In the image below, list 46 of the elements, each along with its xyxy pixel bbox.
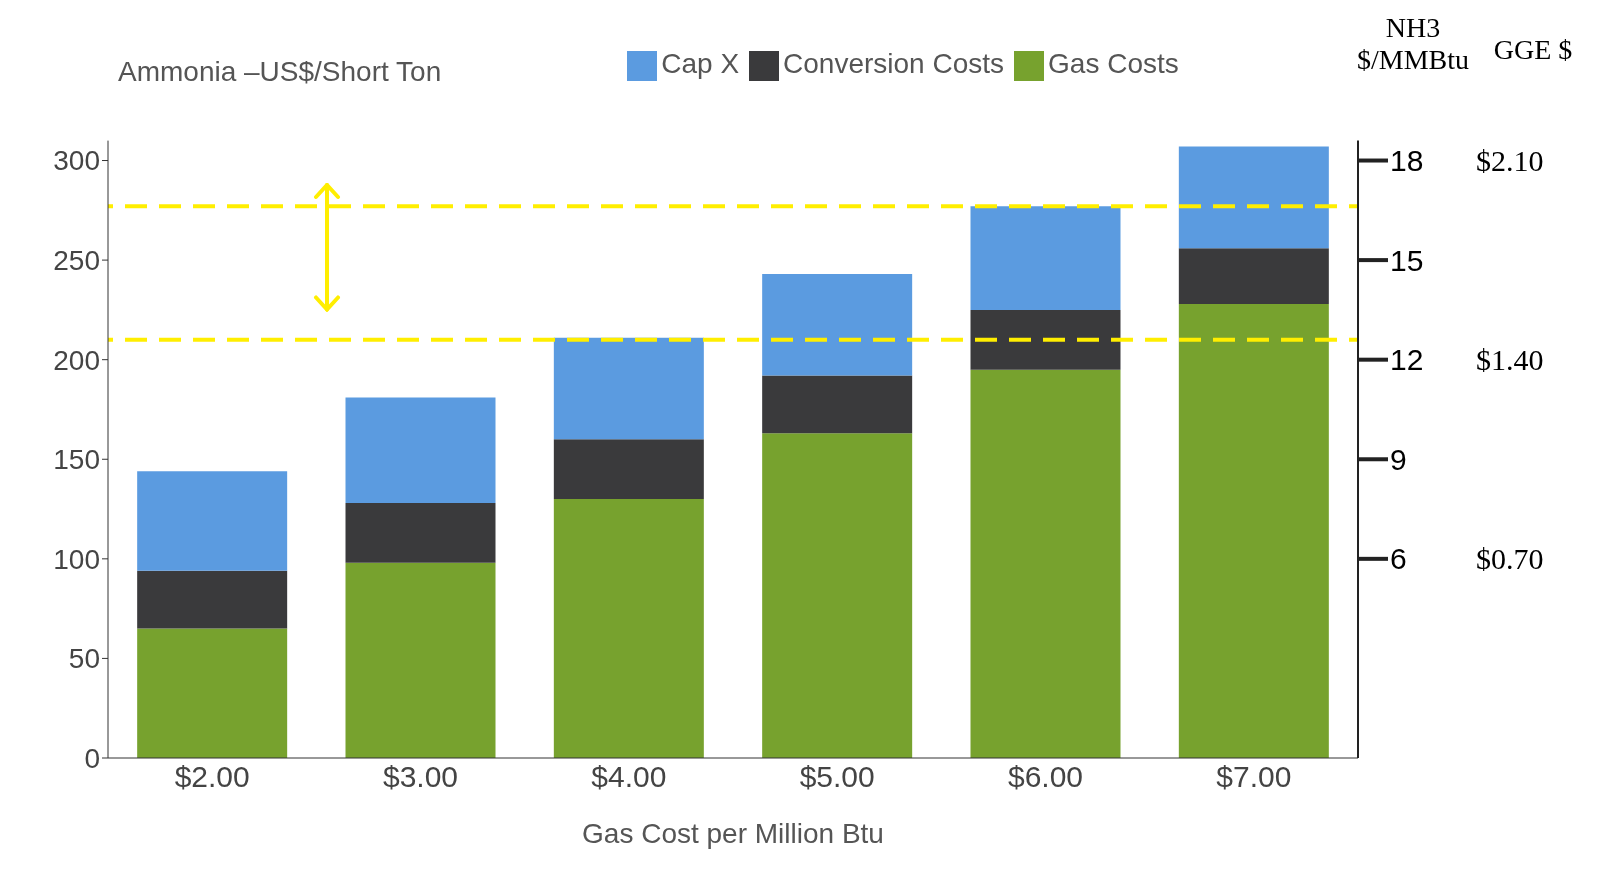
- bar: [1178, 248, 1329, 304]
- bar: [137, 471, 288, 571]
- y-tick-label: 0: [84, 742, 100, 774]
- bar: [553, 499, 704, 758]
- y-tick-label: 150: [53, 444, 100, 476]
- bar: [345, 397, 496, 504]
- legend-label: Gas Costs: [1048, 48, 1179, 79]
- y-tick-label: 250: [53, 245, 100, 277]
- y-tick-label: 100: [53, 543, 100, 575]
- bar: [137, 628, 288, 758]
- y-axis-title: Ammonia –US$/Short Ton: [118, 56, 442, 88]
- bar: [137, 570, 288, 629]
- bar: [970, 309, 1121, 370]
- bar: [762, 375, 913, 434]
- y3-tick-label: $2.10: [1476, 144, 1544, 178]
- y2-tick-label: 6: [1390, 542, 1407, 576]
- bar: [553, 439, 704, 500]
- y3-tick-label: $0.70: [1476, 542, 1544, 576]
- y-tick-label: 200: [53, 344, 100, 376]
- bar: [553, 337, 704, 440]
- y3-axis-title: GGE $: [1492, 34, 1574, 66]
- x-tick-label: $5.00: [799, 760, 875, 794]
- legend-label: Conversion Costs: [783, 48, 1005, 79]
- x-tick-label: $4.00: [591, 760, 667, 794]
- y3-tick-label: $1.40: [1476, 343, 1544, 377]
- y2-tick-label: 9: [1390, 442, 1407, 476]
- y-tick-label: 300: [53, 145, 100, 177]
- y2-tick-label: 15: [1390, 243, 1424, 277]
- x-tick-label: $7.00: [1216, 760, 1292, 794]
- y-tick-label: 50: [68, 643, 100, 675]
- bar: [1178, 303, 1329, 758]
- x-tick-label: $3.00: [382, 760, 459, 794]
- bar: [345, 503, 496, 563]
- x-axis-title: Gas Cost per Million Btu: [582, 818, 884, 849]
- bar: [345, 562, 496, 758]
- bar: [970, 369, 1121, 758]
- bar: [762, 433, 913, 758]
- bar: [970, 206, 1121, 310]
- bar: [762, 274, 913, 376]
- y2-tick-label: 18: [1390, 144, 1424, 178]
- bar: [1178, 146, 1329, 249]
- legend-label: Cap X: [661, 48, 740, 79]
- y2-tick-label: 12: [1390, 343, 1424, 377]
- x-tick-label: $6.00: [1007, 760, 1084, 794]
- x-tick-label: $2.00: [174, 760, 250, 794]
- y2-axis-title: NH3 $/MMBtu: [1356, 12, 1470, 76]
